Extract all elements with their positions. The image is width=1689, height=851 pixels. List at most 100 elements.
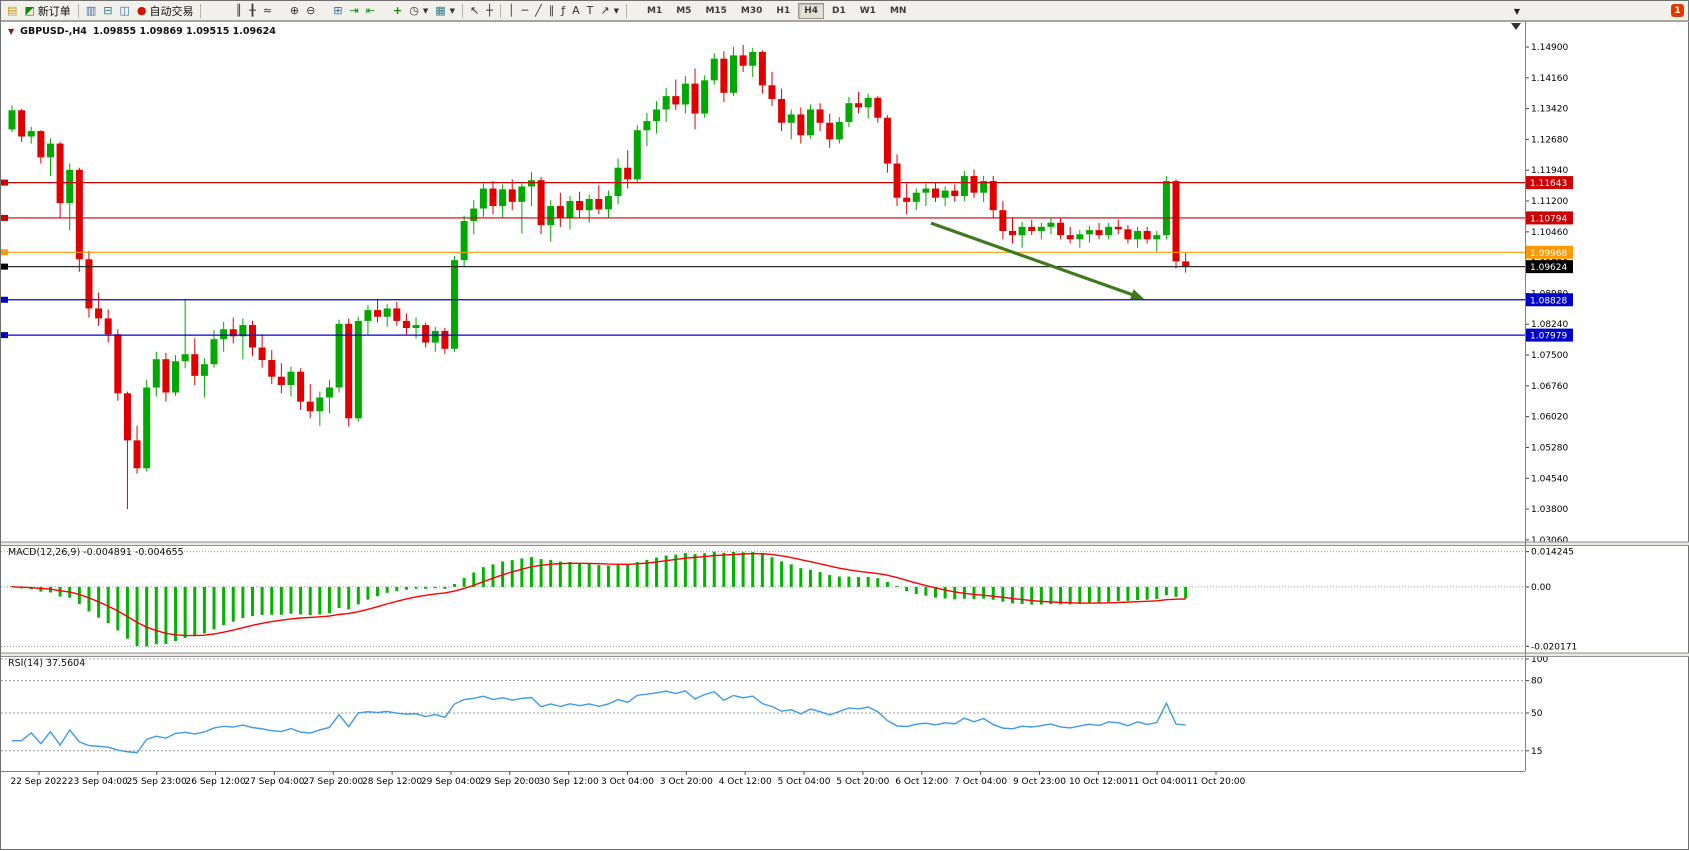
trend-arrow[interactable] — [930, 221, 1144, 300]
new-order-button[interactable]: ◩ 新订单 — [21, 2, 73, 19]
ohlc-values: 1.09855 1.09869 1.09515 1.09624 — [92, 26, 276, 37]
line-chart-button[interactable]: ≈ — [260, 2, 275, 19]
zoom-out-button[interactable]: ⊖ — [303, 2, 318, 19]
horizontal-line-current-price[interactable]: 1.09624 — [1, 260, 1573, 274]
arrows-tool-button[interactable]: ↗ ▼ — [597, 2, 622, 19]
horizontal-line-button[interactable]: ─ — [519, 2, 532, 19]
candle — [797, 107, 805, 144]
candle — [999, 201, 1007, 240]
candle — [681, 76, 689, 114]
channel-button[interactable]: ∥ — [546, 2, 558, 19]
zoom-in-button[interactable]: ⊕ — [287, 2, 302, 19]
profiles-button[interactable]: ▥ — [83, 2, 99, 19]
candle — [1057, 218, 1065, 240]
candle — [701, 75, 709, 118]
trendline-button[interactable]: ╱ — [532, 2, 545, 19]
text-label-button[interactable]: T — [584, 2, 597, 19]
horizontal-line-support[interactable]: 1.07979 — [1, 328, 1573, 342]
indicators-button[interactable]: + — [390, 2, 405, 19]
templates-button[interactable]: ▦ ▼ — [432, 2, 458, 19]
tf-button-m5[interactable]: M5 — [676, 5, 692, 16]
time-axis-label: 23 Sep 04:00 — [68, 777, 128, 787]
candle — [451, 255, 459, 352]
chart-shift-button[interactable]: ⇤ — [363, 2, 378, 19]
candlestick-chart-icon: ╂ — [249, 4, 256, 17]
tf-button-m30[interactable]: M30 — [740, 5, 763, 16]
candle — [479, 183, 487, 217]
cursor-button[interactable]: ↖ — [467, 2, 482, 19]
horizontal-line-resistance[interactable]: 1.10794 — [1, 211, 1573, 225]
candle — [75, 167, 83, 272]
price-axis-label: 1.03800 — [1531, 505, 1568, 515]
horizontal-line-support[interactable]: 1.08828 — [1, 293, 1573, 307]
macd-histogram — [10, 551, 1188, 647]
candlestick-chart-button[interactable]: ╂ — [246, 2, 259, 19]
timeframe-group: M1 M5 M15 M30 H1 H4 D1 W1 MN — [641, 2, 912, 19]
fibonacci-button[interactable]: ƒ — [558, 2, 568, 19]
tf-button-d1[interactable]: D1 — [832, 5, 846, 16]
panel-separator[interactable] — [1, 652, 1689, 657]
periods-button[interactable]: ◷ ▼ — [406, 2, 431, 19]
notification-badge[interactable]: 1 — [1671, 4, 1684, 17]
vertical-line-button[interactable]: │ — [505, 2, 518, 19]
candle — [220, 321, 228, 352]
tile-windows-icon: ⊞ — [333, 4, 343, 17]
tf-button-h1[interactable]: H1 — [776, 5, 791, 16]
toolbar-overflow-icon[interactable]: ▼ — [1513, 7, 1520, 16]
candle — [1105, 222, 1113, 240]
panel-separator[interactable] — [1, 541, 1689, 546]
toolbar-separator — [200, 3, 202, 18]
chart-shift-marker-icon[interactable] — [1511, 23, 1521, 30]
candle — [1182, 251, 1190, 273]
new-chart-button[interactable]: ▤ — [4, 2, 20, 19]
tf-button-h4[interactable]: H4 — [798, 2, 824, 19]
candle — [316, 391, 324, 426]
candle — [960, 171, 968, 202]
tile-windows-button[interactable]: ⊞ — [330, 2, 345, 19]
horizontal-line-pivot[interactable]: 1.09968 — [1, 245, 1573, 259]
data-window-button[interactable]: ◫ — [116, 2, 132, 19]
channel-icon: ∥ — [548, 4, 555, 17]
chevron-down-icon: ▼ — [449, 6, 456, 15]
time-axis-label: 3 Oct 04:00 — [601, 777, 654, 787]
candle — [46, 138, 54, 177]
price-axis-label: 1.07500 — [1531, 351, 1568, 361]
candle — [980, 176, 988, 202]
candle — [210, 330, 218, 368]
chart-title: ▼ GBPUSD-,H4 1.09855 1.09869 1.09515 1.0… — [8, 26, 276, 37]
candle — [133, 425, 141, 474]
candle — [95, 292, 103, 326]
tf-button-w1[interactable]: W1 — [859, 5, 876, 16]
candle — [691, 68, 699, 130]
tf-button-m15[interactable]: M15 — [705, 5, 727, 16]
price-axis-label: 1.11940 — [1531, 166, 1568, 176]
auto-trading-button[interactable]: ● 自动交易 — [134, 2, 197, 19]
candle — [922, 183, 930, 207]
market-watch-button[interactable]: ⊟ — [100, 2, 115, 19]
candle — [1066, 226, 1074, 244]
candle — [855, 91, 863, 114]
candle — [393, 301, 401, 326]
candle — [806, 104, 814, 139]
crosshair-button[interactable]: ┼ — [483, 2, 496, 19]
time-axis-label: 9 Oct 23:00 — [1013, 777, 1066, 787]
crosshair-icon: ┼ — [486, 4, 493, 17]
candle — [970, 169, 978, 198]
tf-button-m1[interactable]: M1 — [647, 5, 663, 16]
horizontal-line-resistance[interactable]: 1.11643 — [1, 176, 1573, 190]
rsi-axis-label: 80 — [1531, 677, 1543, 687]
candle — [229, 317, 237, 344]
candle — [768, 71, 776, 107]
bar-chart-button[interactable]: ║ — [232, 2, 245, 19]
rsi-indicator-label: RSI(14) 37.5604 — [8, 658, 86, 669]
time-axis-label: 26 Sep 12:00 — [186, 777, 246, 787]
auto-scroll-button[interactable]: ⇥ — [347, 2, 362, 19]
candle — [297, 368, 305, 410]
tf-button-mn[interactable]: MN — [889, 5, 907, 16]
cursor-icon: ↖ — [470, 4, 480, 17]
candle — [181, 298, 189, 369]
symbol-collapse-icon[interactable]: ▼ — [8, 27, 15, 36]
time-axis-label: 22 Sep 2022 — [10, 777, 67, 787]
text-button[interactable]: A — [569, 2, 583, 19]
